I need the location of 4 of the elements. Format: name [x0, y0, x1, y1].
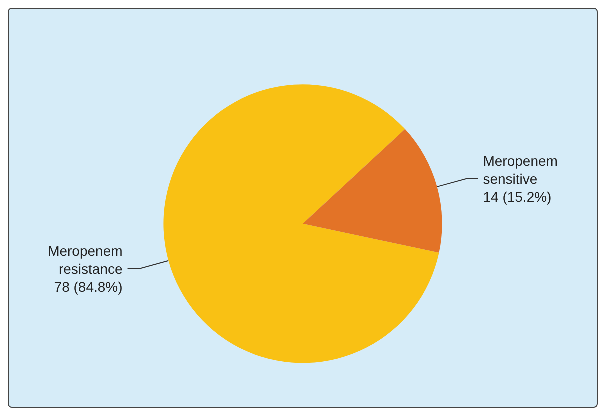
slice-label: Meropenem resistance — [48, 242, 123, 277]
data-label: 78 (84.8%) — [54, 278, 123, 295]
slice-label: Meropenem sensitive — [483, 152, 558, 187]
data-label: 14 (15.2%) — [483, 188, 552, 205]
